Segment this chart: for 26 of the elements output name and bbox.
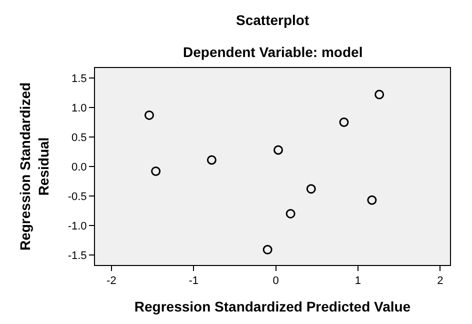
x-tick-label: 1 xyxy=(354,275,362,288)
x-tick-label: 2 xyxy=(437,275,444,288)
y-tick-label: 1.0 xyxy=(72,102,87,114)
x-tick-label: -1 xyxy=(188,275,198,288)
x-tick-label: -2 xyxy=(106,275,116,288)
point xyxy=(306,184,316,194)
y-tick-label: -1.0 xyxy=(68,220,87,232)
point xyxy=(374,90,384,100)
x-tick-label: 0 xyxy=(272,275,279,288)
point xyxy=(144,110,154,120)
y-tick-label: -0.5 xyxy=(68,190,87,203)
point xyxy=(206,155,216,165)
y-tick-label: 1.5 xyxy=(72,72,87,85)
y-tick-label: -1.5 xyxy=(68,250,87,262)
point xyxy=(274,145,283,155)
point xyxy=(286,208,296,218)
y-tick-label: 0.0 xyxy=(72,161,87,174)
chart-subtitle: Dependent Variable: model xyxy=(183,44,363,60)
chart-title: Scatterplot xyxy=(236,12,310,28)
point xyxy=(367,195,377,205)
y-tick-label: 0.5 xyxy=(72,132,87,144)
point xyxy=(151,166,161,176)
point xyxy=(262,244,272,254)
y-axis-title: Regression Standardized Residual xyxy=(17,82,52,251)
x-axis-title: Regression Standardized Predicted Value xyxy=(134,298,411,314)
point xyxy=(339,118,349,128)
